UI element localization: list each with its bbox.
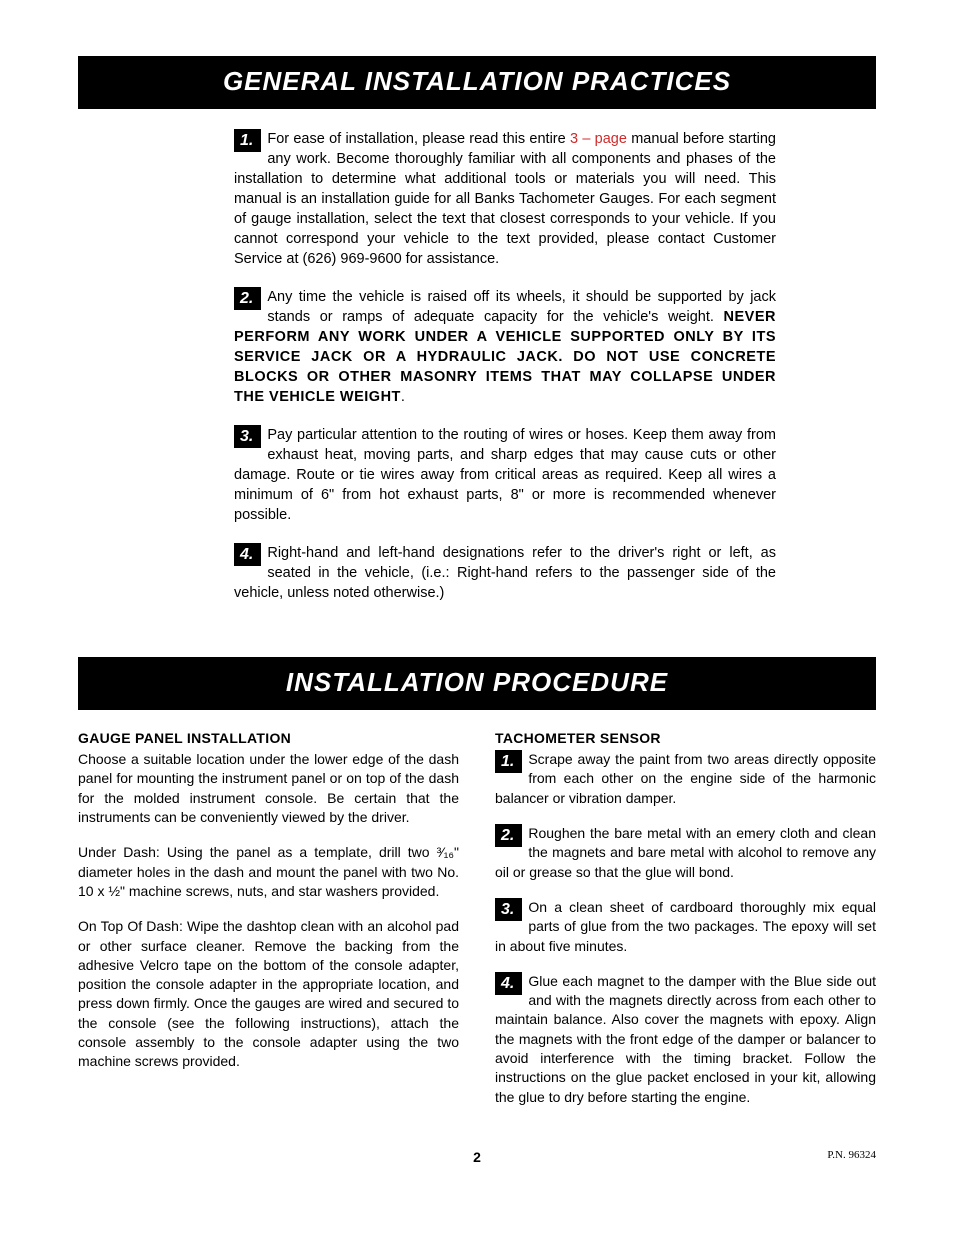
text: Glue each magnet to the damper with the … (495, 973, 876, 1105)
page-container: General Installation Practices 1. For ea… (0, 0, 954, 1207)
banner-general: General Installation Practices (78, 56, 876, 109)
procedure-columns: Gauge Panel Installation Choose a suitab… (78, 730, 876, 1123)
step-number-badge: 3. (234, 425, 261, 448)
gauge-panel-p3: On Top Of Dash: Wipe the dashtop clean w… (78, 917, 459, 1072)
step-number-badge: 4. (495, 972, 522, 995)
step-number-badge: 4. (234, 543, 261, 566)
subhead-tach-sensor: Tachometer Sensor (495, 730, 876, 746)
column-left: Gauge Panel Installation Choose a suitab… (78, 730, 459, 1123)
red-text: 3 – page (570, 131, 627, 147)
text: On a clean sheet of cardboard thoroughly… (495, 899, 876, 954)
tach-step-3: 3. On a clean sheet of cardboard thoroug… (495, 898, 876, 956)
tach-step-1: 1. Scrape away the paint from two areas … (495, 750, 876, 808)
text: manual before starting any work. Become … (234, 131, 776, 267)
text: Scrape away the paint from two areas dir… (495, 751, 876, 806)
general-step-4: 4. Right-hand and left-hand designations… (234, 543, 776, 603)
text: Right-hand and left-hand designations re… (234, 545, 776, 601)
banner-procedure: Installation Procedure (78, 657, 876, 710)
text: . (401, 389, 405, 405)
text: Pay particular attention to the routing … (234, 427, 776, 523)
general-step-2: 2. Any time the vehicle is raised off it… (234, 287, 776, 407)
general-step-1: 1. For ease of installation, please read… (234, 129, 776, 269)
tach-step-2: 2. Roughen the bare metal with an emery … (495, 824, 876, 882)
text: Roughen the bare metal with an emery clo… (495, 825, 876, 880)
step-number-badge: 2. (234, 287, 261, 310)
column-right: Tachometer Sensor 1. Scrape away the pai… (495, 730, 876, 1123)
step-number-badge: 3. (495, 898, 522, 921)
subhead-gauge-panel: Gauge Panel Installation (78, 730, 459, 746)
text: For ease of installation, please read th… (267, 131, 570, 147)
part-number: P.N. 96324 (827, 1149, 876, 1161)
step-number-badge: 1. (234, 129, 261, 152)
general-block: 1. For ease of installation, please read… (78, 129, 876, 621)
general-step-3: 3. Pay particular attention to the routi… (234, 425, 776, 525)
text: Any time the vehicle is raised off its w… (267, 289, 776, 325)
footer: 2 P.N. 96324 (78, 1149, 876, 1167)
step-number-badge: 1. (495, 750, 522, 773)
page-number: 2 (473, 1149, 481, 1165)
tach-step-4: 4. Glue each magnet to the damper with t… (495, 972, 876, 1107)
gauge-panel-p2: Under Dash: Using the panel as a templat… (78, 843, 459, 901)
step-number-badge: 2. (495, 824, 522, 847)
gauge-panel-p1: Choose a suitable location under the low… (78, 750, 459, 827)
